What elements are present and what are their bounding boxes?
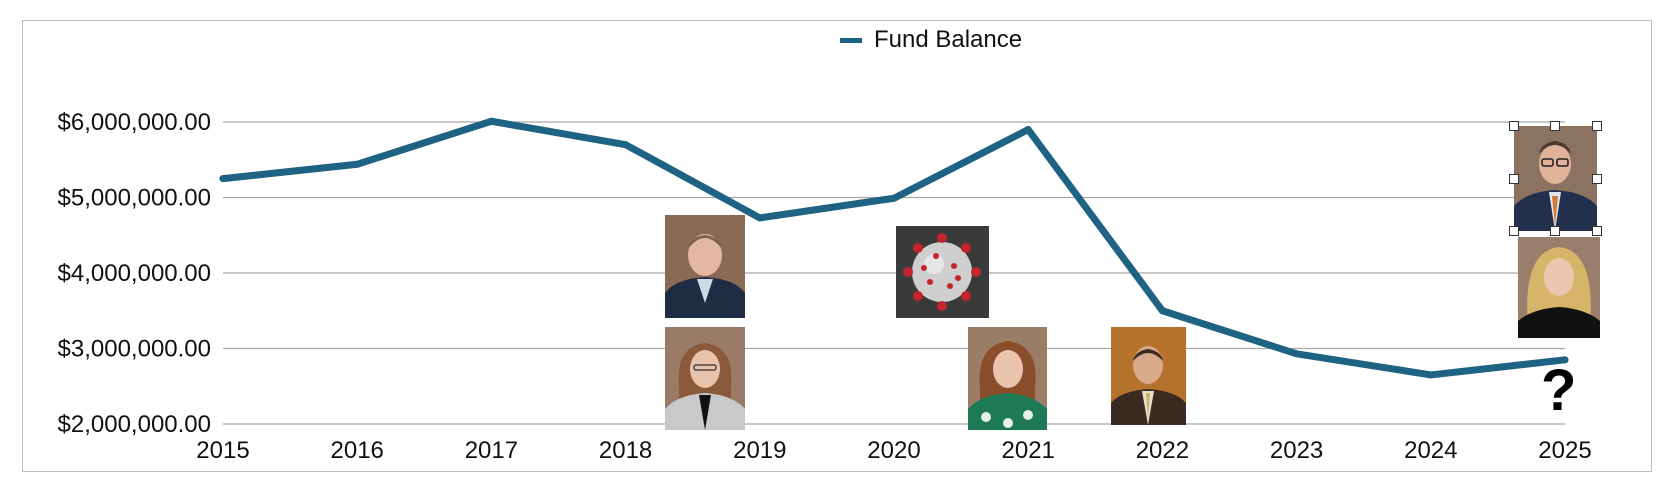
x-tick-label: 2021 bbox=[1002, 437, 1055, 464]
legend: Fund Balance bbox=[840, 26, 1022, 54]
x-tick-label: 2018 bbox=[599, 437, 652, 464]
y-tick-label: $4,000,000.00 bbox=[58, 260, 211, 287]
data-point bbox=[1427, 371, 1435, 379]
portrait-man-2019[interactable] bbox=[665, 215, 745, 318]
data-point bbox=[1024, 126, 1032, 134]
chart-frame bbox=[22, 20, 1652, 472]
x-tick-label: 2020 bbox=[867, 437, 920, 464]
y-tick-label: $3,000,000.00 bbox=[58, 336, 211, 363]
data-point bbox=[756, 214, 764, 222]
portrait-woman-2025[interactable] bbox=[1518, 237, 1600, 338]
x-tick-label: 2015 bbox=[196, 437, 249, 464]
person-photo-icon bbox=[665, 327, 745, 430]
x-tick-label: 2024 bbox=[1404, 437, 1457, 464]
x-tick-label: 2016 bbox=[331, 437, 384, 464]
y-tick-label: $6,000,000.00 bbox=[58, 109, 211, 136]
selection-handle[interactable] bbox=[1509, 226, 1519, 236]
person-photo-icon bbox=[1518, 237, 1600, 338]
selection-handle[interactable] bbox=[1550, 121, 1560, 131]
data-point bbox=[353, 160, 361, 168]
question-mark: ? bbox=[1541, 358, 1577, 423]
selection-handle[interactable] bbox=[1509, 174, 1519, 184]
person-photo-icon bbox=[665, 215, 745, 318]
data-point bbox=[890, 194, 898, 202]
legend-label: Fund Balance bbox=[874, 26, 1023, 53]
legend-swatch bbox=[840, 37, 862, 43]
y-tick-label: $2,000,000.00 bbox=[58, 411, 211, 438]
data-point bbox=[622, 141, 630, 149]
series-line-fund-balance bbox=[219, 117, 1569, 379]
data-point bbox=[1293, 350, 1301, 358]
portrait-woman-2019[interactable] bbox=[665, 327, 745, 430]
x-tick-label: 2023 bbox=[1270, 437, 1323, 464]
y-tick-label: $5,000,000.00 bbox=[58, 185, 211, 212]
data-point bbox=[219, 175, 227, 183]
data-point bbox=[1158, 307, 1166, 315]
x-tick-label: 2019 bbox=[733, 437, 786, 464]
virus-image-icon bbox=[896, 226, 989, 318]
selection-handle[interactable] bbox=[1550, 226, 1560, 236]
portrait-woman-2021[interactable] bbox=[968, 327, 1047, 430]
selection-handle[interactable] bbox=[1592, 174, 1602, 184]
selection-handle[interactable] bbox=[1592, 121, 1602, 131]
selection-handle[interactable] bbox=[1592, 226, 1602, 236]
person-photo-icon bbox=[1111, 327, 1186, 425]
data-point bbox=[1561, 356, 1569, 364]
portrait-man-2022[interactable] bbox=[1111, 327, 1186, 425]
x-tick-label: 2025 bbox=[1538, 437, 1591, 464]
x-tick-label: 2022 bbox=[1136, 437, 1189, 464]
selection-handle[interactable] bbox=[1509, 121, 1519, 131]
portrait-man-2025[interactable] bbox=[1514, 126, 1597, 231]
person-photo-icon bbox=[1514, 126, 1597, 231]
coronavirus-2020[interactable] bbox=[896, 226, 989, 318]
x-tick-label: 2017 bbox=[465, 437, 518, 464]
person-photo-icon bbox=[968, 327, 1047, 430]
data-point bbox=[487, 117, 495, 125]
